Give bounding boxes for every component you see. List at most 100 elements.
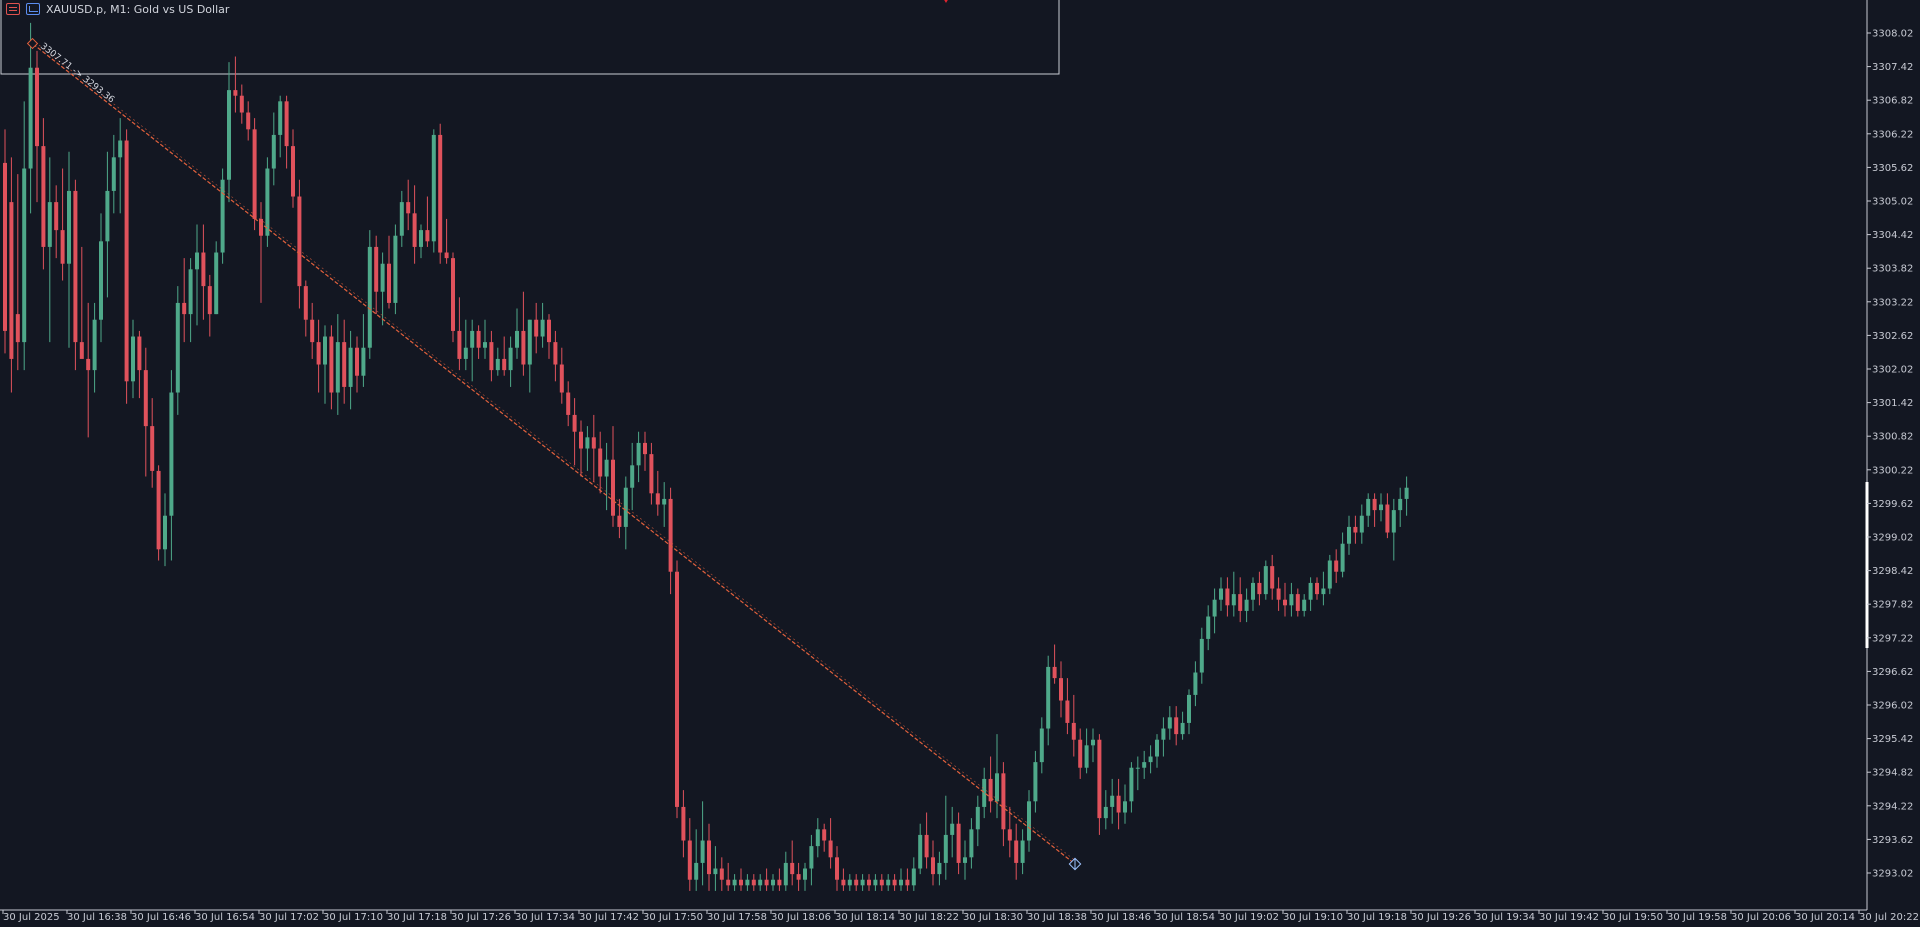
candle: [1071, 694, 1076, 757]
candle: [380, 252, 385, 326]
candle: [220, 168, 225, 264]
price-tick-label: 3305.02: [1872, 197, 1913, 208]
candle: [745, 874, 750, 891]
time-tick-label: 30 Jul 20:14: [1795, 912, 1855, 923]
time-tick-label: 30 Jul 18:46: [1091, 912, 1151, 923]
candle: [1033, 750, 1038, 813]
candle: [3, 129, 7, 354]
time-tick-label: 30 Jul 18:30: [963, 912, 1023, 923]
chart-icon[interactable]: [26, 3, 40, 15]
candle: [982, 767, 987, 819]
candle: [393, 224, 398, 315]
candle: [438, 123, 443, 264]
candle: [719, 857, 724, 891]
time-tick-label: 30 Jul 18:06: [771, 912, 831, 923]
candle: [1212, 588, 1217, 634]
candle: [310, 302, 315, 359]
candle: [1046, 655, 1051, 746]
time-tick-label: 30 Jul 17:26: [451, 912, 511, 923]
price-tick-label: 3305.62: [1872, 163, 1913, 174]
candle: [559, 347, 564, 404]
trendline-start-handle[interactable]: [26, 37, 39, 50]
candle: [1052, 644, 1057, 684]
candle: [214, 241, 219, 315]
candle: [111, 134, 116, 214]
time-tick-label: 30 Jul 17:58: [707, 912, 767, 923]
candle: [598, 431, 603, 494]
candle: [1180, 711, 1185, 740]
candle: [681, 790, 686, 858]
candle: [323, 325, 327, 404]
candle: [924, 812, 929, 869]
candle: [668, 487, 673, 595]
candle: [1091, 728, 1095, 763]
candle: [1263, 560, 1268, 600]
time-tick-label: 30 Jul 19:50: [1603, 912, 1663, 923]
candle: [22, 101, 27, 371]
price-tick-label: 3297.82: [1872, 600, 1913, 611]
candle: [124, 129, 129, 404]
candle: [643, 431, 647, 471]
price-tick-label: 3295.42: [1872, 734, 1913, 745]
candle: [1366, 493, 1371, 527]
candle: [233, 56, 238, 113]
candle: [783, 851, 788, 891]
candle: [553, 330, 558, 382]
candle: [1289, 582, 1294, 617]
candles-layer: [3, 22, 1409, 891]
menu-icon[interactable]: [6, 3, 20, 15]
candle: [137, 330, 142, 399]
candle: [150, 398, 155, 488]
candle: [1321, 571, 1326, 606]
candle: [1142, 750, 1147, 779]
candle: [1167, 706, 1172, 740]
time-tick-label: 30 Jul 20:06: [1731, 912, 1791, 923]
candle: [1327, 554, 1332, 595]
selection-rectangle[interactable]: [0, 0, 1060, 75]
candle: [1007, 806, 1012, 858]
candle: [892, 874, 897, 891]
candle: [508, 336, 513, 387]
price-tick-label: 3303.82: [1872, 264, 1913, 275]
candle: [534, 302, 539, 354]
candle: [841, 868, 846, 891]
trendline-end-handle[interactable]: [1068, 857, 1082, 871]
candle: [1084, 728, 1089, 774]
candle: [73, 179, 78, 371]
candle: [9, 157, 14, 393]
candle: [291, 129, 295, 208]
candle: [809, 834, 814, 886]
time-tick-label: 30 Jul 19:02: [1219, 912, 1279, 923]
candle: [1404, 476, 1409, 516]
candle: [803, 862, 807, 891]
trendline[interactable]: [32, 43, 1076, 865]
candle: [444, 218, 449, 264]
candle: [828, 818, 833, 869]
trendline-layer: 3307.71 -> 3293.36: [26, 37, 1082, 871]
price-tick-label: 3299.62: [1872, 499, 1913, 510]
candle: [1097, 734, 1102, 835]
candle: [60, 168, 65, 281]
candle: [99, 213, 103, 343]
candle: [611, 426, 615, 527]
time-tick-label: 30 Jul 17:18: [387, 912, 447, 923]
candle: [751, 874, 756, 891]
candle: [675, 560, 679, 819]
candle: [739, 868, 743, 891]
candle: [483, 319, 487, 359]
candle: [246, 101, 251, 141]
candle: [1027, 790, 1031, 852]
candle: [707, 823, 711, 891]
candle: [169, 370, 174, 561]
candle: [41, 118, 46, 270]
candle: [931, 840, 935, 886]
candle: [412, 185, 417, 264]
candle: [655, 470, 660, 516]
symbol-title: XAUUSD.p, M1: Gold vs US Dollar: [46, 2, 230, 16]
price-tick-label: 3297.22: [1872, 633, 1913, 644]
candle: [1308, 577, 1313, 611]
price-axis[interactable]: 3308.02 3307.42 3306.82 3306.22 3305.62 3305.…: [1867, 29, 1913, 880]
time-axis[interactable]: 30 Jul 2025 30 Jul 16:38 30 Jul 16:46 30 Ju…: [2, 910, 1919, 923]
candle: [470, 319, 475, 382]
